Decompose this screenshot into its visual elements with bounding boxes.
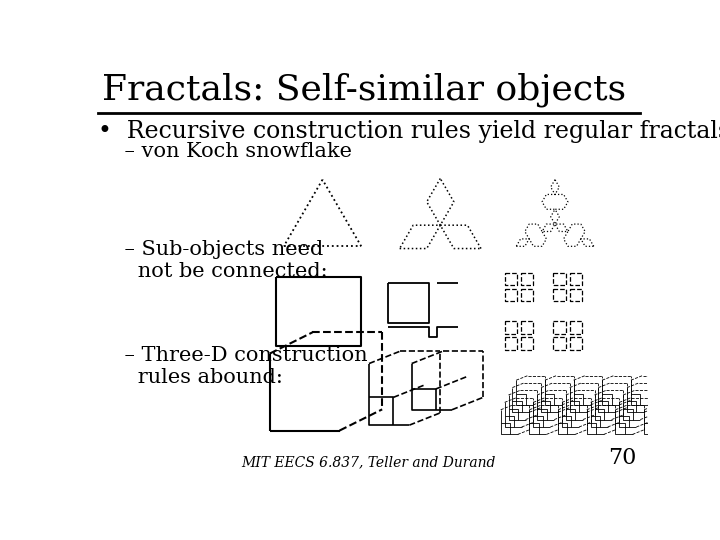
Text: 70: 70 — [608, 447, 636, 469]
Text: – Sub-objects need
      not be connected:: – Sub-objects need not be connected: — [98, 240, 328, 281]
Text: – Three-D construction
      rules abound:: – Three-D construction rules abound: — [98, 346, 367, 387]
Text: MIT EECS 6.837, Teller and Durand: MIT EECS 6.837, Teller and Durand — [241, 455, 495, 469]
Text: Fractals: Self-similar objects: Fractals: Self-similar objects — [102, 72, 626, 107]
Text: •  Recursive construction rules yield regular fractals: • Recursive construction rules yield reg… — [98, 120, 720, 143]
Text: – von Koch snowflake: – von Koch snowflake — [98, 142, 352, 161]
